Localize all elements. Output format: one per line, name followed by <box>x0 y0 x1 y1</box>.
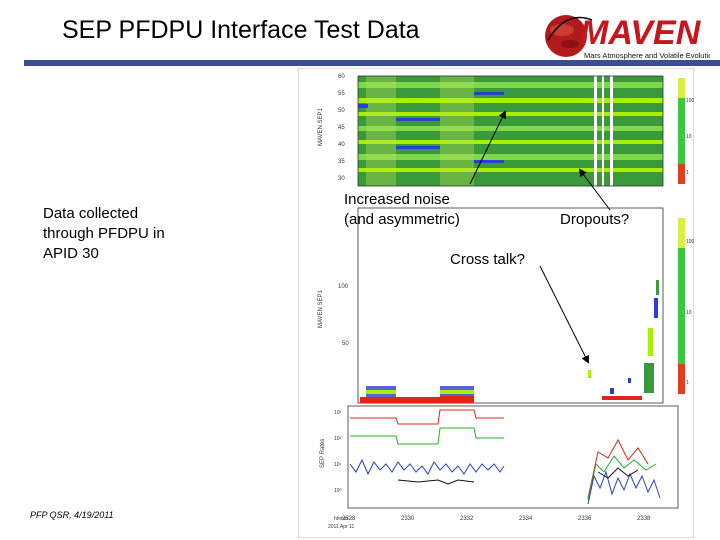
description-text: Data collected through PFDPU in APID 30 <box>43 204 223 264</box>
x-axis: hhmm 2011 Apr 11 2328 2330 2332 2334 233… <box>328 516 651 530</box>
p3-ytick: 10² <box>334 436 342 442</box>
p1-ytick: 50 <box>338 108 345 114</box>
x-tick: 2328 <box>342 516 356 522</box>
panel-spectrogram-2: 100 50 MAVEN SEP1 100 10 1 <box>318 207 694 404</box>
x-tick: 2334 <box>519 516 533 522</box>
p2-cbar-tick: 100 <box>686 239 694 245</box>
p3-ytick: 10⁰ <box>334 488 342 494</box>
p1-ytick: 40 <box>338 142 345 148</box>
sep-data-plot: 60 55 50 45 40 35 30 MAVEN SEP1 100 10 1… <box>298 68 694 538</box>
rate-line-green <box>350 427 504 445</box>
footer-text: PFP QSR, 4/19/2011 <box>30 510 114 520</box>
maven-logo: MAVEN Mars Atmosphere and Volatile Evolu… <box>545 14 710 60</box>
p3-ytick: 10¹ <box>334 462 342 468</box>
svg-text:Mars Atmosphere and Volatile E: Mars Atmosphere and Volatile Evolution M… <box>584 51 710 60</box>
rate-line-blue <box>349 458 505 476</box>
annotation-noise-line-1: Increased noise <box>344 191 450 208</box>
rate-line-red-late <box>587 438 649 499</box>
p2-cbar-tick: 10 <box>686 310 692 316</box>
description-line-3: APID 30 <box>43 245 99 262</box>
description-line-1: Data collected <box>43 205 139 222</box>
x-axis-label: 2011 Apr 11 <box>328 524 354 530</box>
rate-line-black-late <box>597 467 639 479</box>
x-tick: 2330 <box>401 516 415 522</box>
p1-ytick: 35 <box>338 159 345 165</box>
x-tick: 2336 <box>578 516 592 522</box>
p3-ytick: 10³ <box>334 410 342 416</box>
rate-line-blue-late <box>587 470 661 505</box>
p1-ytick: 30 <box>338 176 345 182</box>
annotation-dropouts: Dropouts? <box>560 211 630 228</box>
p1-cbar-tick: 10 <box>686 134 692 140</box>
annotation-noise: Increased noise (and asymmetric) <box>344 190 504 230</box>
p3-ylabel: SEP Rates <box>320 439 326 468</box>
x-tick: 2338 <box>637 516 651 522</box>
p2-ylabel: MAVEN SEP1 <box>318 289 324 328</box>
p1-cbar-tick: 100 <box>686 98 694 104</box>
p1-ytick: 55 <box>338 91 345 97</box>
panel-rates: 10³ 10² 10¹ 10⁰ SEP Rates <box>320 405 679 509</box>
p2-ytick: 50 <box>342 341 349 347</box>
p1-ylabel: MAVEN SEP1 <box>318 107 324 146</box>
panel-spectrogram-1: 60 55 50 45 40 35 30 MAVEN SEP1 100 10 1 <box>318 74 694 187</box>
title-divider <box>24 60 720 66</box>
p1-cbar-tick: 1 <box>686 170 689 176</box>
p1-ytick: 45 <box>338 125 345 131</box>
rate-line-red <box>350 409 504 425</box>
x-axis-label: hhmm <box>334 516 348 522</box>
p2-cbar-tick: 1 <box>686 380 689 386</box>
svg-text:MAVEN: MAVEN <box>580 14 702 52</box>
annotation-noise-line-2: (and asymmetric) <box>344 211 460 228</box>
rate-line-black <box>397 479 475 485</box>
slide-title: SEP PFDPU Interface Test Data <box>62 16 420 44</box>
description-line-2: through PFDPU in <box>43 225 165 242</box>
p1-ytick: 60 <box>338 74 345 80</box>
annotation-cross-talk: Cross talk? <box>450 251 526 268</box>
rate-line-green-late <box>587 455 657 501</box>
x-tick: 2332 <box>460 516 474 522</box>
p2-ytick: 100 <box>338 284 349 290</box>
